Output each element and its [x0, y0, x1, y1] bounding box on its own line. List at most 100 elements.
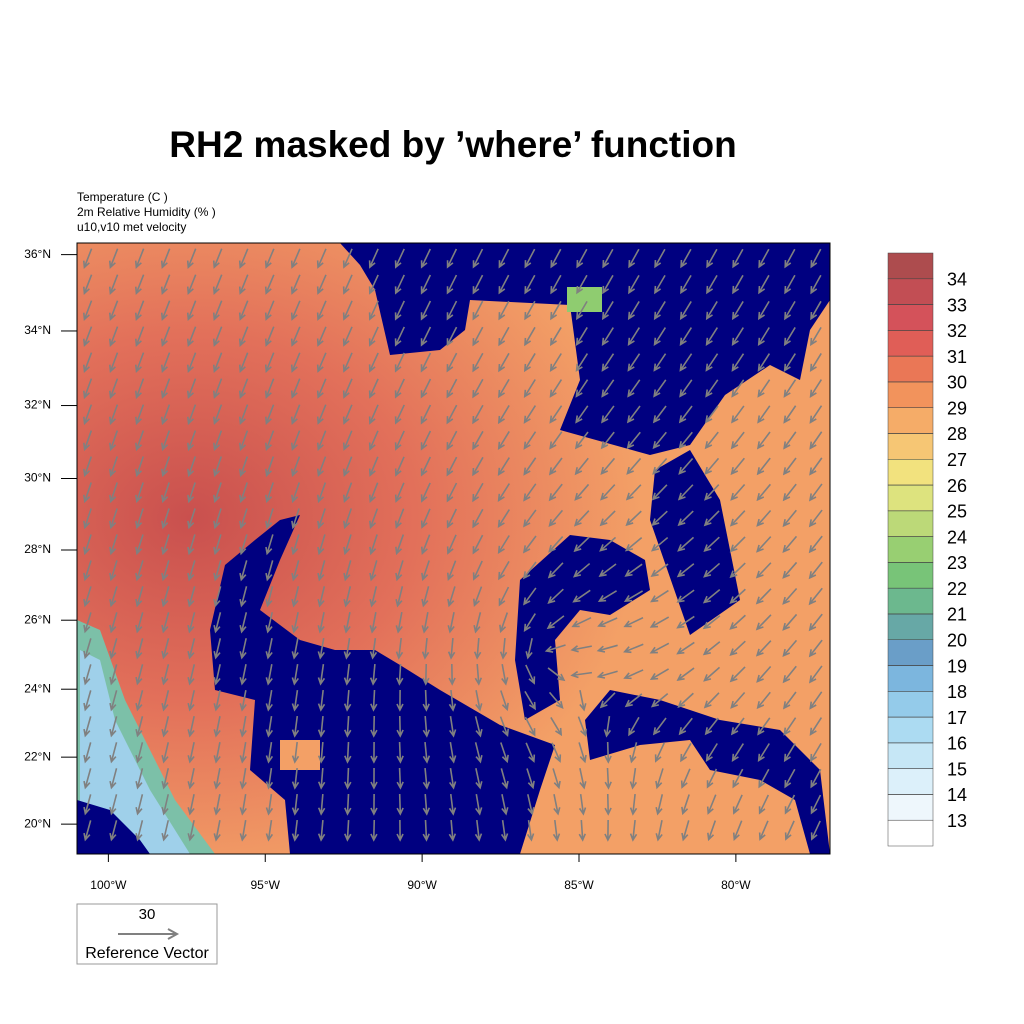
wind-arrow: [500, 690, 509, 712]
wind-arrow: [729, 614, 746, 630]
wind-arrow: [497, 405, 510, 425]
wind-arrow: [342, 456, 353, 477]
wind-arrow: [628, 716, 640, 737]
wind-arrow: [706, 768, 718, 789]
wind-arrow: [600, 484, 616, 501]
wind-arrow: [291, 586, 300, 608]
wind-arrow: [213, 742, 221, 764]
wind-arrow: [108, 352, 119, 374]
wind-arrow: [757, 379, 771, 398]
wind-arrow: [651, 484, 668, 501]
y-tick-label: 20°N: [24, 816, 51, 830]
wind-arrow: [186, 274, 197, 295]
wind-arrow: [653, 353, 667, 372]
wind-arrow: [497, 509, 511, 528]
wind-arrow: [161, 820, 170, 842]
wind-arrow: [576, 274, 588, 295]
wind-arrow: [782, 587, 798, 605]
wind-arrow: [83, 534, 92, 556]
wind-arrow: [213, 534, 222, 556]
wind-arrow: [421, 637, 430, 660]
y-tick-label: 30°N: [24, 471, 51, 485]
wind-arrow: [575, 379, 589, 398]
wind-arrow: [368, 430, 379, 451]
wind-arrow: [782, 691, 797, 710]
wind-arrow: [395, 534, 405, 556]
wind-arrow: [784, 300, 796, 321]
colorbar-box: [887, 819, 934, 847]
wind-arrow: [186, 248, 197, 269]
wind-arrow: [757, 300, 770, 321]
colorbar-label: 31: [947, 347, 967, 367]
wind-arrow: [187, 690, 195, 712]
wind-arrow: [628, 248, 640, 269]
wind-arrow: [498, 352, 510, 373]
wind-arrow: [395, 637, 404, 660]
wind-arrow: [475, 690, 483, 712]
wind-arrow: [548, 457, 563, 476]
wind-arrow: [706, 274, 718, 295]
wind-arrow: [368, 352, 379, 373]
wind-arrow: [394, 300, 405, 321]
wind-arrow: [473, 637, 482, 660]
wind-arrow: [549, 326, 562, 347]
wind-arrow: [186, 378, 197, 400]
wind-arrow: [265, 793, 274, 816]
wind-arrow: [83, 508, 92, 530]
wind-arrow: [344, 767, 352, 790]
wind-arrow: [160, 352, 171, 374]
wind-arrow: [109, 638, 118, 660]
wind-arrow: [547, 562, 564, 579]
colorbar-box: [887, 484, 934, 512]
wind-arrow: [523, 457, 537, 476]
wind-arrow: [394, 378, 405, 399]
wind-arrow: [238, 404, 249, 426]
wind-arrow: [446, 430, 458, 451]
wind-arrow: [500, 768, 509, 790]
wind-arrow: [422, 715, 431, 738]
wind-arrow: [109, 456, 119, 478]
wind-arrow: [680, 248, 692, 269]
wind-arrow: [499, 716, 509, 738]
wind-arrow: [187, 586, 196, 608]
wind-arrow: [704, 431, 719, 450]
wind-arrow: [82, 248, 93, 269]
wind-arrow: [602, 248, 614, 269]
wind-arrow: [705, 743, 718, 763]
wind-arrow: [703, 536, 720, 553]
wind-arrow: [448, 767, 457, 790]
wind-arrow: [523, 352, 536, 373]
wind-arrow: [784, 820, 795, 841]
wind-arrow: [784, 768, 796, 789]
wind-arrow: [109, 430, 119, 452]
wind-arrow: [472, 560, 483, 581]
x-tick-label: 80°W: [721, 878, 751, 892]
wind-arrow: [213, 430, 223, 452]
wind-arrow: [650, 563, 669, 578]
wind-arrow: [499, 612, 509, 634]
wind-arrow: [498, 300, 510, 321]
wind-arrow: [342, 326, 353, 347]
wind-arrow: [576, 248, 588, 269]
wind-arrow: [623, 643, 644, 654]
colorbar-box: [887, 768, 934, 795]
wind-arrow: [522, 561, 537, 580]
plot-frame: [76, 242, 831, 855]
wind-arrow: [291, 767, 300, 790]
colorbar-label: 32: [947, 321, 967, 341]
wind-arrow: [475, 768, 483, 790]
wind-arrow: [265, 741, 274, 764]
wind-arrow: [83, 404, 93, 426]
x-tick-label: 90°W: [407, 878, 437, 892]
wind-arrow: [109, 690, 118, 712]
wind-arrow: [472, 534, 484, 555]
wind-arrow: [342, 300, 353, 321]
wind-arrow: [83, 820, 92, 842]
wind-arrow: [420, 352, 432, 373]
wind-arrow: [678, 717, 693, 736]
wind-arrow: [703, 510, 720, 527]
wind-arrow: [108, 248, 119, 269]
wind-arrow: [808, 509, 823, 528]
cool-area: [80, 650, 190, 854]
